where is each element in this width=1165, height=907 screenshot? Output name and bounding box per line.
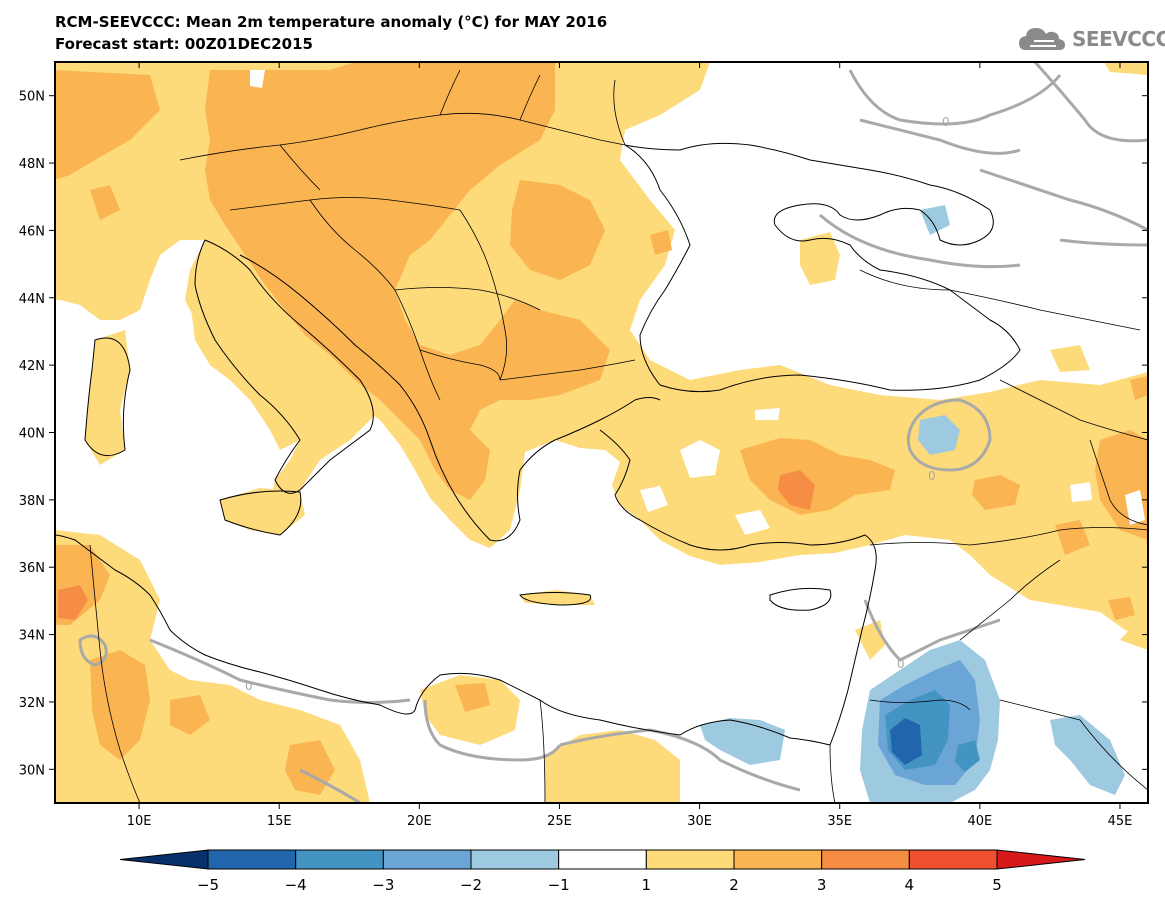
colorbar-box: [558, 849, 647, 870]
lat-tick-label: 48N: [19, 157, 45, 172]
colorbar-box: [295, 849, 384, 870]
lat-tick-label: 50N: [19, 90, 45, 105]
lon-tick-label: 15E: [267, 814, 292, 829]
anomaly-neg4-neg5: [890, 718, 922, 765]
colorbar-label: 5: [992, 876, 1002, 894]
lat-tick-label: 34N: [19, 629, 45, 644]
colorbar-box: [733, 849, 823, 870]
cloud-icon: [1019, 28, 1065, 50]
lon-tick-label: 45E: [1108, 814, 1133, 829]
country-borders: [89, 69, 1148, 803]
colorbar-label: 3: [817, 876, 827, 894]
lon-tick-label: 30E: [687, 814, 712, 829]
forecast-start: Forecast start: 00Z01DEC2015: [55, 35, 313, 53]
lat-tick-label: 42N: [19, 359, 45, 374]
colorbar-box: [382, 849, 472, 870]
anomaly-near-zero: [250, 70, 1145, 535]
map-title: RCM-SEEVCCC: Mean 2m temperature anomaly…: [55, 13, 608, 31]
anomaly-3-4: [58, 470, 815, 620]
lat-tick-label: 36N: [19, 561, 45, 576]
colorbar-box: [645, 849, 735, 870]
lat-tick-label: 30N: [19, 763, 45, 778]
logo-text: SEEVCCC: [1072, 27, 1165, 51]
colorbar-high-arrow: [996, 849, 1086, 870]
colorbar-label: 4: [905, 876, 915, 894]
colorbar-label: −2: [460, 876, 482, 894]
colorbar-label: 1: [642, 876, 652, 894]
contour-labels: 0 0 0 0: [245, 115, 950, 693]
colorbar-label: −3: [372, 876, 394, 894]
colorbar-box: [470, 849, 560, 870]
contour-label: 0: [245, 679, 253, 693]
contour-label: 0: [928, 469, 936, 483]
contour-label: 0: [897, 657, 905, 671]
lat-tick-label: 46N: [19, 224, 45, 239]
lon-tick-label: 10E: [127, 814, 152, 829]
colorbar-label: −4: [285, 876, 307, 894]
axes: 10E 15E 20E 25E 30E 35E 40E 45E 50N 48N 46N 44N 42N 4…: [19, 62, 1148, 829]
lon-tick-label: 25E: [547, 814, 572, 829]
seevccc-logo: SEEVCCC: [1018, 24, 1165, 54]
lat-tick-label: 38N: [19, 494, 45, 509]
colorbar-box: [207, 849, 297, 870]
colorbar-box: [821, 849, 910, 870]
lon-tick-label: 35E: [827, 814, 852, 829]
lat-tick-label: 44N: [19, 292, 45, 307]
colorbar: −5 −4 −3 −2 −1 1 2 3 4 5: [119, 849, 1086, 894]
anomaly-field: 0 0 0 0: [55, 62, 1148, 803]
colorbar-box: [908, 849, 998, 870]
colorbar-label: 2: [729, 876, 739, 894]
anomaly-2-3: [55, 62, 1148, 795]
zero-contours: [78, 62, 1148, 803]
colorbar-label: −1: [548, 876, 570, 894]
lon-tick-label: 20E: [407, 814, 432, 829]
lat-tick-label: 32N: [19, 696, 45, 711]
colorbar-low-arrow: [119, 849, 209, 870]
colorbar-label: −5: [197, 876, 219, 894]
coastlines: [55, 142, 1021, 746]
lat-tick-label: 40N: [19, 427, 45, 442]
contour-label: 0: [942, 115, 950, 129]
lon-tick-label: 40E: [967, 814, 992, 829]
